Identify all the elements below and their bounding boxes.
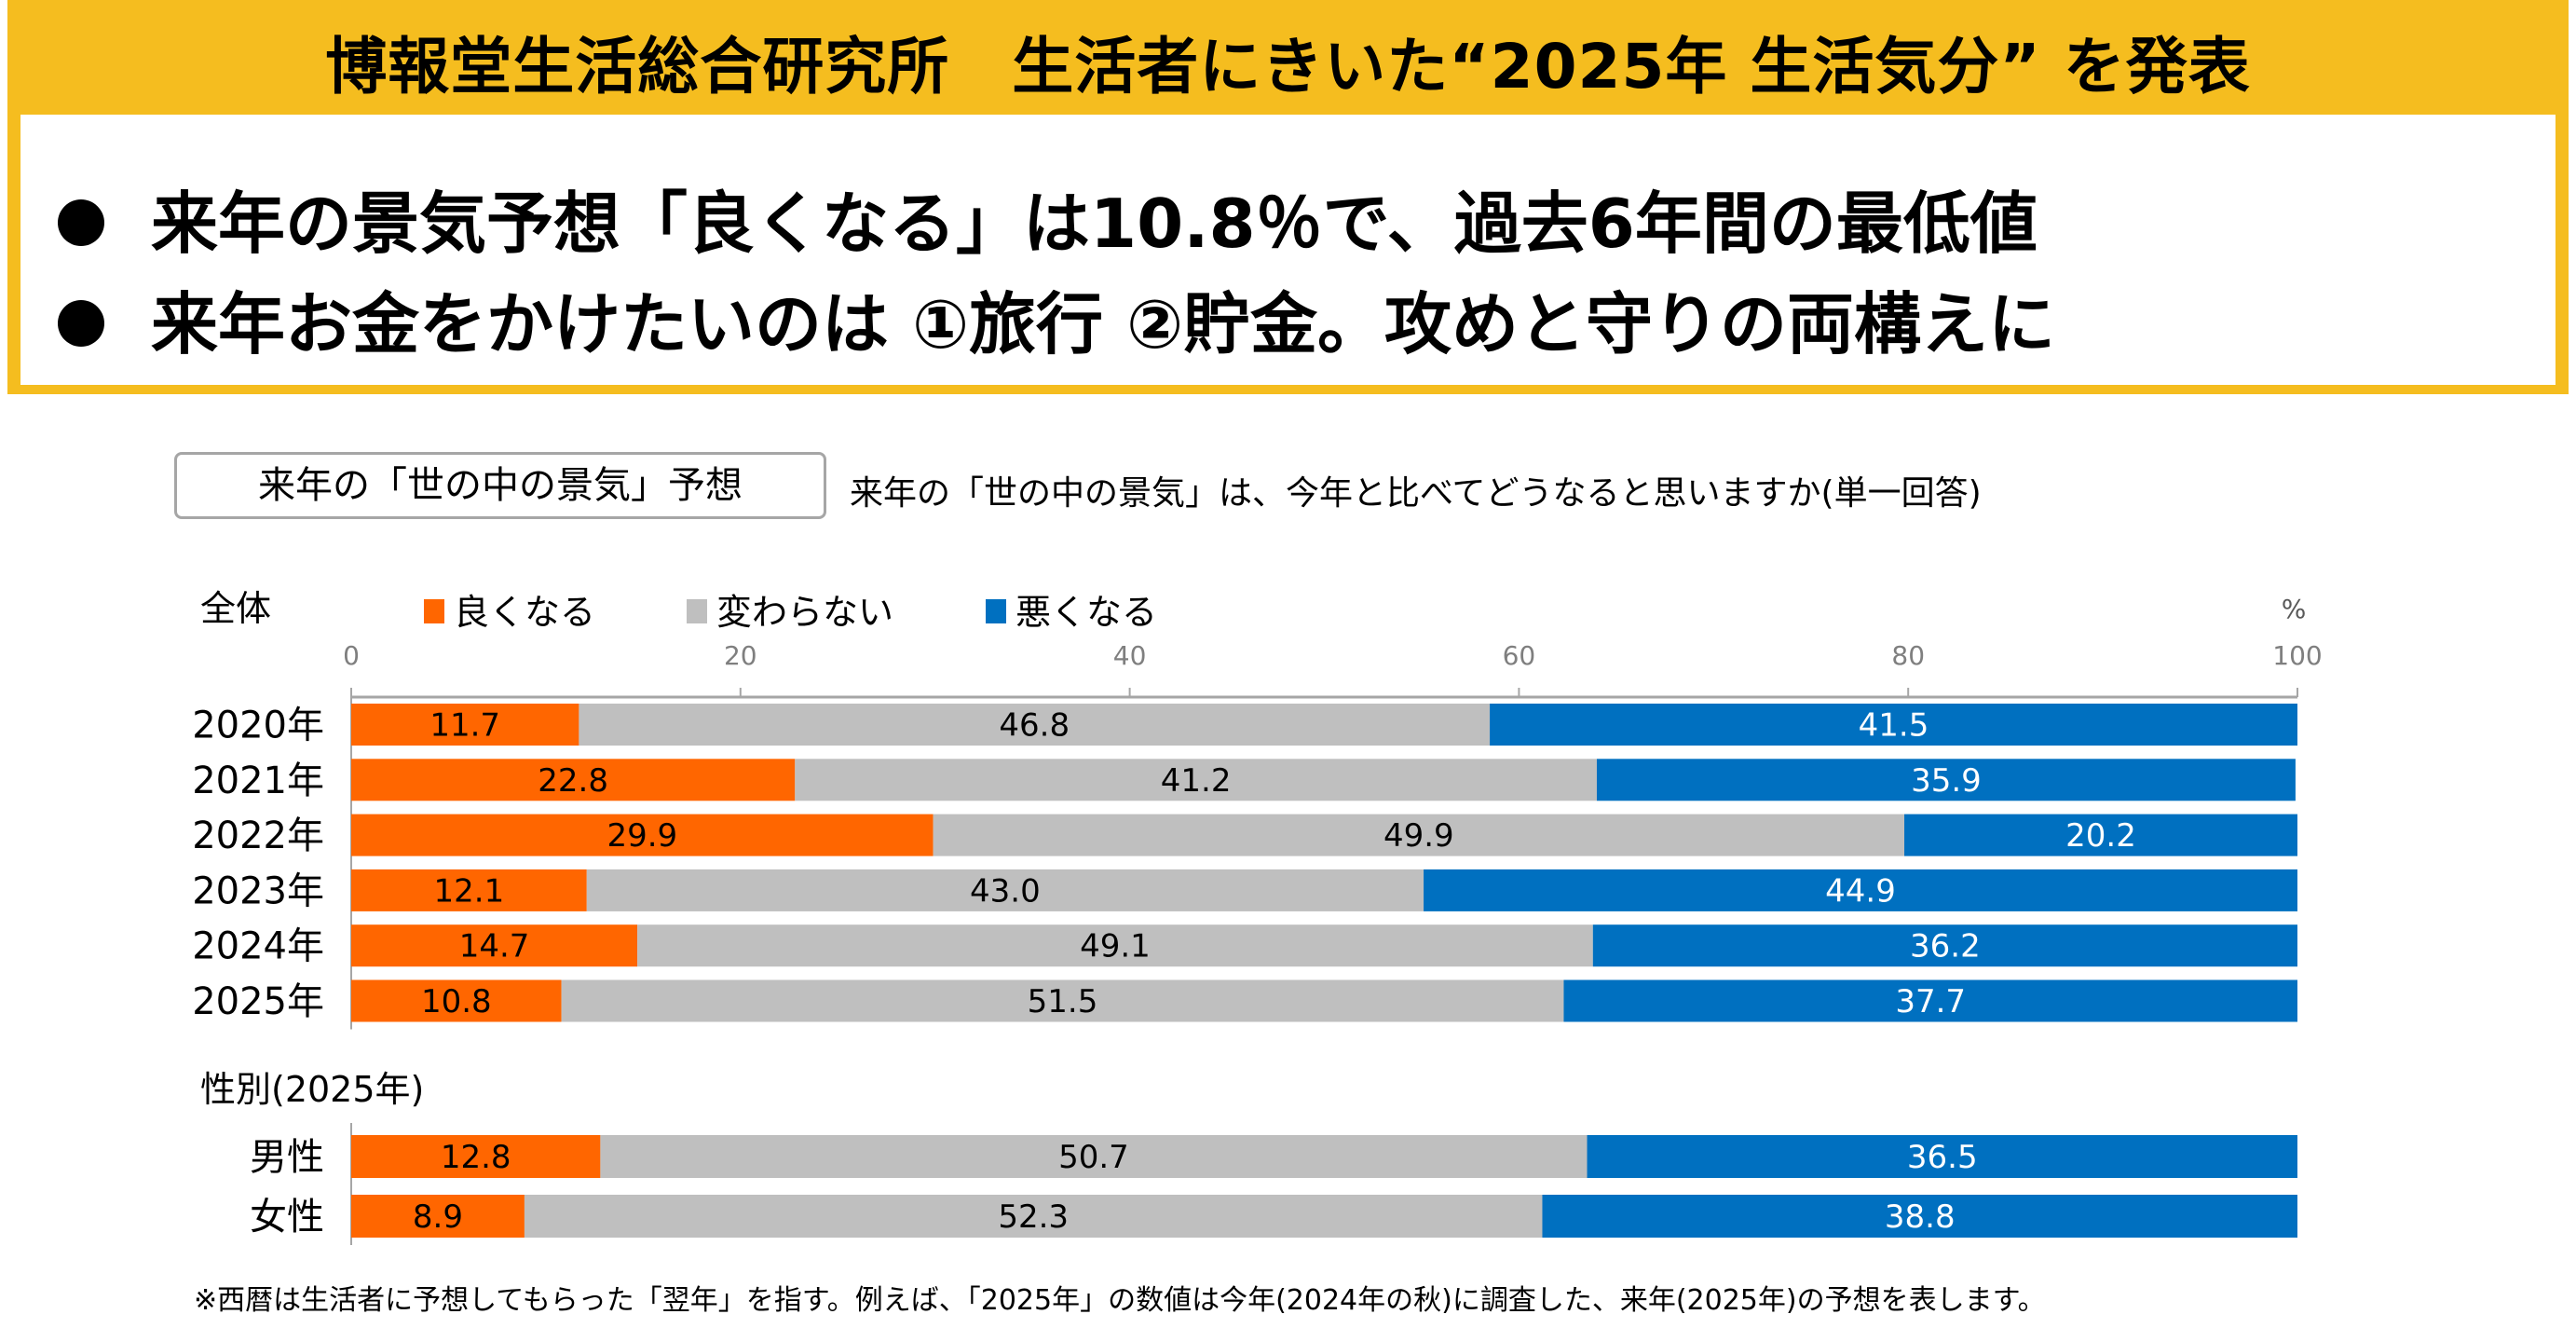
bar-segment <box>637 924 1593 967</box>
data-label: 10.8 <box>421 983 492 1020</box>
legend-label: 良くなる <box>454 592 595 633</box>
bar-segment <box>351 1135 601 1178</box>
legend-swatch <box>424 599 444 623</box>
data-label: 20.2 <box>2065 817 2136 855</box>
bar-segment <box>1596 759 2296 801</box>
bar-segment <box>351 704 579 746</box>
bar-segment <box>351 1195 525 1238</box>
data-label: 36.5 <box>1907 1139 1978 1176</box>
data-label: 43.0 <box>970 872 1041 910</box>
bar-segment <box>795 759 1597 801</box>
category-label: 2020年 <box>192 705 324 747</box>
bar-segment <box>1592 924 2297 967</box>
tick-label: 20 <box>724 640 757 671</box>
bar-segment <box>1904 814 2297 856</box>
legend-label: 悪くなる <box>1015 592 1157 633</box>
data-label: 49.9 <box>1383 817 1454 855</box>
bullet-item: 来年お金をかけたいのは ①旅行 ②貯金。攻めと守りの両構えに <box>58 269 2055 367</box>
unit-label: % <box>2282 594 2307 624</box>
data-label: 8.9 <box>413 1198 463 1236</box>
data-label: 35.9 <box>1911 762 1982 800</box>
headline-frame: 博報堂生活総合研究所 生活者にきいた“2025年 生活気分” を発表 来年の景気… <box>7 0 2569 394</box>
legend-swatch <box>986 599 1006 623</box>
data-label: 46.8 <box>999 707 1070 745</box>
category-label: 2024年 <box>192 925 324 968</box>
data-label: 37.7 <box>1895 983 1966 1020</box>
bullet-text: 来年の景気予想「良くなる」は10.8％で、過去6年間の最低値 <box>151 185 2038 263</box>
bullet-item: 来年の景気予想「良くなる」は10.8％で、過去6年間の最低値 <box>58 169 2038 267</box>
headline-title: 博報堂生活総合研究所 生活者にきいた“2025年 生活気分” を発表 <box>325 31 2251 103</box>
bar-segment <box>351 869 587 911</box>
data-label: 44.9 <box>1825 872 1896 910</box>
data-label: 49.1 <box>1080 928 1151 965</box>
data-label: 29.9 <box>607 817 677 855</box>
bullet-text: 来年お金をかけたいのは ①旅行 ②貯金。攻めと守りの両構えに <box>151 285 2056 363</box>
legend-label: 変わらない <box>716 592 893 633</box>
category-label: 2023年 <box>192 869 324 912</box>
data-label: 12.1 <box>434 872 505 910</box>
bullet-icon <box>58 300 104 348</box>
data-label: 12.8 <box>441 1139 511 1176</box>
bar-segment <box>561 979 1564 1022</box>
bar-segment <box>1542 1195 2297 1238</box>
bar-segment <box>1424 869 2297 911</box>
category-label: 女性 <box>250 1196 324 1239</box>
section-overall-label: 全体 <box>200 588 272 629</box>
tick-label: 60 <box>1503 640 1536 671</box>
bar-segment <box>586 869 1424 911</box>
bullet-icon <box>58 199 104 247</box>
data-label: 36.2 <box>1910 928 1981 965</box>
data-label: 38.8 <box>1885 1198 1956 1236</box>
legend-swatch <box>687 599 707 623</box>
tick-label: 0 <box>343 640 360 671</box>
category-label: 2022年 <box>192 815 324 857</box>
category-label: 2021年 <box>192 760 324 802</box>
bar-segment <box>579 704 1491 746</box>
tick-label: 40 <box>1113 640 1147 671</box>
data-label: 14.7 <box>459 928 530 965</box>
bar-segment <box>351 814 934 856</box>
bar-segment <box>1563 979 2297 1022</box>
question-label-box: 来年の「世の中の景気」予想 <box>174 452 826 519</box>
tick-label: 100 <box>2272 640 2322 671</box>
category-label: 2025年 <box>192 980 324 1023</box>
data-label: 41.5 <box>1859 707 1929 745</box>
headline-bullets-box: 来年の景気予想「良くなる」は10.8％で、過去6年間の最低値 来年お金をかけたい… <box>20 115 2556 385</box>
bar-segment <box>1490 704 2297 746</box>
bar-segment <box>351 924 638 967</box>
bar-segment <box>524 1195 1543 1238</box>
bar-segment <box>600 1135 1588 1178</box>
question-text: 来年の「世の中の景気」は、今年と比べてどうなると思いますか(単一回答) <box>850 474 1982 513</box>
footnote: ※西暦は生活者に予想してもらった「翌年」を指す。例えば、「2025年」の数値は今… <box>194 1284 2046 1317</box>
bar-segment <box>1587 1135 2297 1178</box>
section-gender-label: 性別(2025年) <box>200 1069 425 1110</box>
tick-label: 80 <box>1891 640 1925 671</box>
bar-segment <box>351 979 562 1022</box>
data-label: 41.2 <box>1161 762 1232 800</box>
data-label: 52.3 <box>998 1198 1069 1236</box>
bar-segment <box>351 759 796 801</box>
data-label: 22.8 <box>538 762 608 800</box>
data-label: 11.7 <box>429 707 500 745</box>
bar-segment <box>933 814 1905 856</box>
data-label: 51.5 <box>1028 983 1098 1020</box>
category-label: 男性 <box>250 1136 324 1179</box>
data-label: 50.7 <box>1058 1139 1129 1176</box>
